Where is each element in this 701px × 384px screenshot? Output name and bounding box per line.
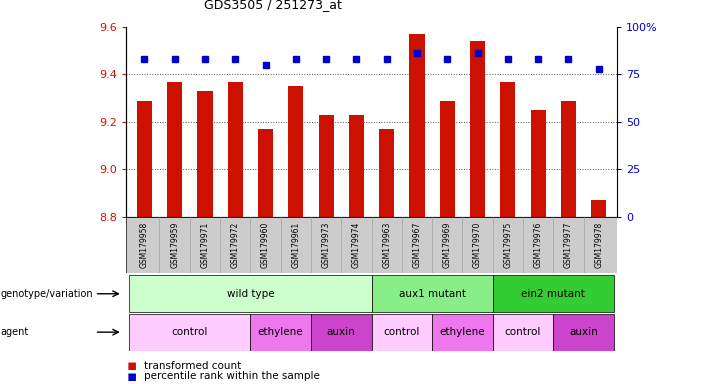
- Bar: [198, 91, 212, 217]
- Text: genotype/variation: genotype/variation: [1, 289, 93, 299]
- Text: GSM179977: GSM179977: [564, 222, 573, 268]
- Bar: [493, 275, 614, 312]
- Text: control: control: [505, 327, 541, 337]
- Bar: [126, 217, 617, 273]
- Bar: [137, 101, 152, 217]
- Bar: [591, 200, 606, 217]
- Text: GSM179971: GSM179971: [200, 222, 210, 268]
- Text: aux1 mutant: aux1 mutant: [399, 289, 465, 299]
- Text: agent: agent: [1, 327, 29, 337]
- Bar: [531, 110, 545, 217]
- Bar: [553, 314, 614, 351]
- Bar: [349, 115, 364, 217]
- Text: GSM179970: GSM179970: [473, 222, 482, 268]
- Text: GSM179972: GSM179972: [231, 222, 240, 268]
- Text: GSM179961: GSM179961: [292, 222, 300, 268]
- Bar: [501, 81, 515, 217]
- Text: GSM179960: GSM179960: [261, 222, 270, 268]
- Text: GSM179976: GSM179976: [533, 222, 543, 268]
- Bar: [440, 101, 455, 217]
- Bar: [167, 81, 182, 217]
- Text: ein2 mutant: ein2 mutant: [522, 289, 585, 299]
- Bar: [561, 101, 576, 217]
- Text: transformed count: transformed count: [144, 361, 241, 371]
- Text: GSM179974: GSM179974: [352, 222, 361, 268]
- Bar: [288, 86, 304, 217]
- Text: ▪: ▪: [126, 358, 137, 373]
- Bar: [379, 129, 394, 217]
- Text: ethylene: ethylene: [258, 327, 304, 337]
- Text: GDS3505 / 251273_at: GDS3505 / 251273_at: [205, 0, 342, 12]
- Text: auxin: auxin: [569, 327, 598, 337]
- Text: auxin: auxin: [327, 327, 355, 337]
- Bar: [493, 314, 553, 351]
- Bar: [318, 115, 334, 217]
- Text: control: control: [172, 327, 208, 337]
- Text: GSM179978: GSM179978: [594, 222, 603, 268]
- Text: ethylene: ethylene: [440, 327, 485, 337]
- Text: ▪: ▪: [126, 369, 137, 384]
- Text: GSM179973: GSM179973: [322, 222, 331, 268]
- Bar: [129, 275, 372, 312]
- Bar: [228, 81, 243, 217]
- Text: GSM179975: GSM179975: [503, 222, 512, 268]
- Bar: [129, 314, 250, 351]
- Text: GSM179963: GSM179963: [382, 222, 391, 268]
- Bar: [311, 314, 372, 351]
- Text: control: control: [383, 327, 420, 337]
- Text: GSM179967: GSM179967: [412, 222, 421, 268]
- Bar: [470, 41, 485, 217]
- Bar: [372, 314, 432, 351]
- Text: percentile rank within the sample: percentile rank within the sample: [144, 371, 320, 381]
- Bar: [432, 314, 493, 351]
- Bar: [258, 129, 273, 217]
- Bar: [250, 314, 311, 351]
- Text: GSM179959: GSM179959: [170, 222, 179, 268]
- Bar: [372, 275, 493, 312]
- Text: GSM179958: GSM179958: [140, 222, 149, 268]
- Bar: [409, 34, 425, 217]
- Text: wild type: wild type: [226, 289, 274, 299]
- Text: GSM179969: GSM179969: [443, 222, 451, 268]
